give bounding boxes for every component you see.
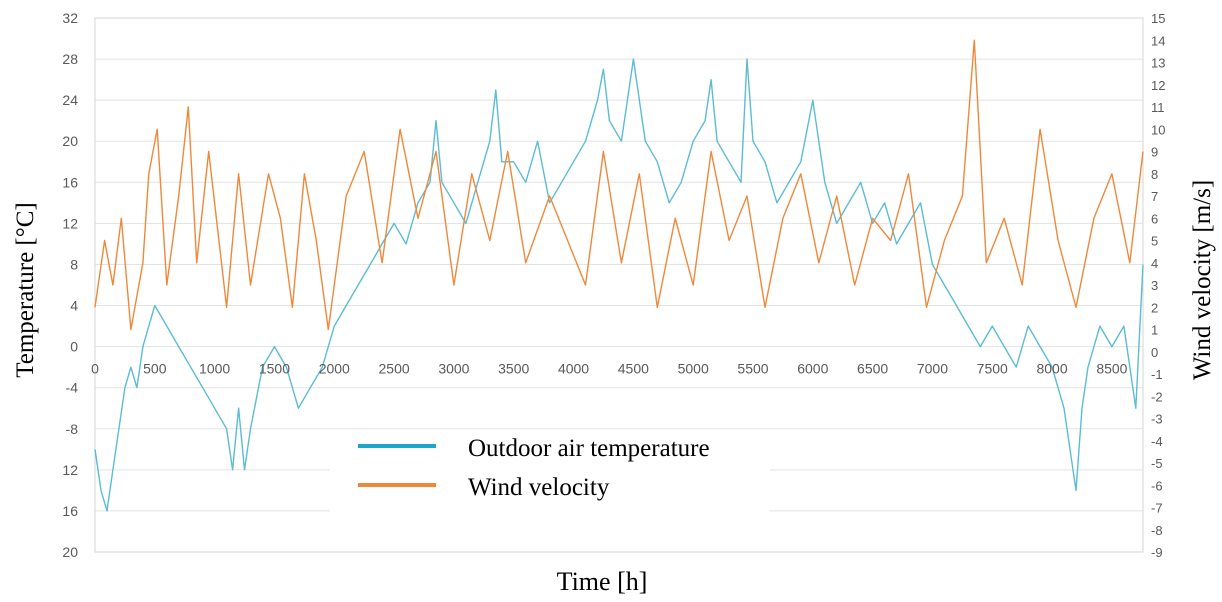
right-tick-label: 12 <box>1151 78 1165 93</box>
right-tick-label: 0 <box>1151 345 1158 360</box>
right-tick-label: -2 <box>1151 389 1163 404</box>
left-tick-label: 20 <box>62 133 78 149</box>
left-tick-label: 12 <box>62 462 78 478</box>
right-tick-label: 1 <box>1151 323 1158 338</box>
x-axis-title: Time [h] <box>557 567 648 596</box>
right-tick-label: 14 <box>1151 33 1165 48</box>
right-tick-label: 10 <box>1151 122 1165 137</box>
left-tick-label: 24 <box>62 92 78 108</box>
x-tick-label: 4000 <box>558 361 589 377</box>
left-tick-label: 20 <box>62 544 78 560</box>
x-tick-label: 7000 <box>917 361 948 377</box>
x-tick-label: 5500 <box>737 361 768 377</box>
left-tick-label: -4 <box>66 380 79 396</box>
left-tick-label: 16 <box>62 503 78 519</box>
right-tick-label: 11 <box>1151 100 1165 115</box>
x-tick-label: 1000 <box>199 361 230 377</box>
right-tick-label: 9 <box>1151 145 1158 160</box>
series-line-wind <box>94 39 1144 331</box>
right-axis-title: Wind velocity [m/s] <box>1189 180 1216 380</box>
left-tick-label: 16 <box>62 174 78 190</box>
right-tick-label: -3 <box>1151 412 1163 427</box>
right-tick-label: 13 <box>1151 56 1165 71</box>
left-tick-label: 8 <box>70 256 78 272</box>
right-tick-label: -5 <box>1151 456 1163 471</box>
x-tick-label: 1500 <box>259 361 290 377</box>
right-tick-label: -1 <box>1151 367 1163 382</box>
left-tick-labels: 32 28 24 20 16 12 8 4 0 -4 -8 12 16 20 <box>62 10 78 560</box>
legend-label-wind: Wind velocity <box>468 474 610 501</box>
right-tick-label: -7 <box>1151 501 1163 516</box>
left-axis-title: Temperature [°C] <box>12 202 39 378</box>
x-tick-label: 8000 <box>1036 361 1067 377</box>
x-tick-label: 6000 <box>797 361 828 377</box>
x-tick-label: 4500 <box>618 361 649 377</box>
x-tick-label: 7500 <box>977 361 1008 377</box>
left-tick-label: 4 <box>70 298 78 314</box>
right-tick-label: 3 <box>1151 278 1158 293</box>
x-tick-label: 2500 <box>379 361 410 377</box>
right-tick-label: -9 <box>1151 545 1163 560</box>
x-tick-label: 500 <box>143 361 167 377</box>
legend-background <box>330 430 770 512</box>
right-tick-label: 8 <box>1151 167 1158 182</box>
legend: Outdoor air temperature Wind velocity <box>330 430 770 512</box>
x-tick-label: 6500 <box>857 361 888 377</box>
right-tick-label: -4 <box>1151 434 1163 449</box>
left-tick-label: 28 <box>62 51 78 67</box>
right-tick-label: 6 <box>1151 211 1158 226</box>
series-line-temperature <box>94 58 1144 512</box>
right-tick-label: 2 <box>1151 300 1158 315</box>
x-tick-label: 5000 <box>678 361 709 377</box>
right-tick-label: 15 <box>1151 11 1165 26</box>
legend-label-temperature: Outdoor air temperature <box>468 435 710 462</box>
series-layer <box>94 39 1144 512</box>
x-tick-label: 3500 <box>498 361 529 377</box>
x-tick-label: 8500 <box>1096 361 1127 377</box>
left-tick-label: 0 <box>70 339 78 355</box>
left-tick-label: -8 <box>66 421 79 437</box>
x-tick-label: 3000 <box>438 361 469 377</box>
x-tick-labels: 0 500 1000 1500 2000 2500 3000 3500 4000 4500 5000… <box>91 361 1128 377</box>
left-tick-label: 12 <box>62 215 78 231</box>
x-tick-label: 2000 <box>319 361 350 377</box>
x-tick-label: 0 <box>91 361 99 377</box>
plot-area-frame <box>94 17 1144 553</box>
right-tick-label: -6 <box>1151 478 1163 493</box>
right-tick-label: 7 <box>1151 189 1158 204</box>
right-tick-label: 5 <box>1151 234 1158 249</box>
right-tick-label: -8 <box>1151 523 1163 538</box>
right-tick-label: 4 <box>1151 256 1158 271</box>
left-tick-label: 32 <box>62 10 78 26</box>
